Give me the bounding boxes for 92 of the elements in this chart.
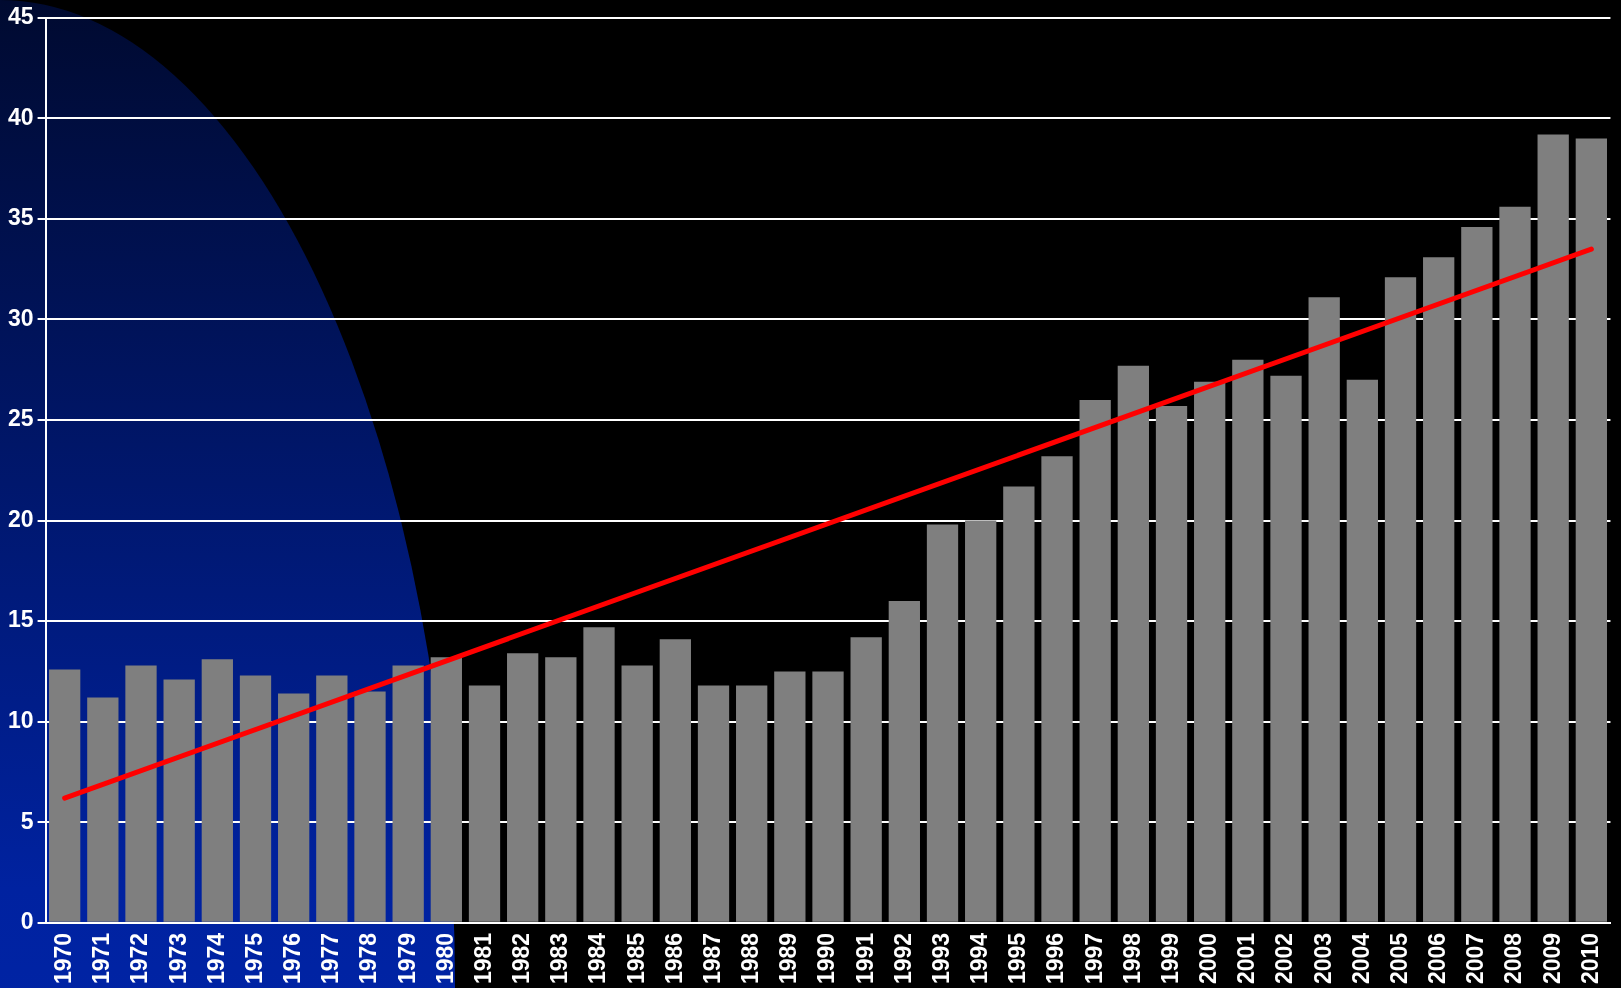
bar <box>49 669 81 922</box>
bar <box>1537 134 1569 922</box>
bar <box>1155 405 1188 922</box>
x-tick-label: 2010 <box>1576 932 1603 985</box>
x-tick-label: 1982 <box>508 932 535 985</box>
x-tick-label: 2008 <box>1500 932 1527 985</box>
x-tick-label: 1992 <box>889 932 916 985</box>
bar <box>316 675 348 922</box>
x-tick-label: 1990 <box>813 932 840 985</box>
bar <box>392 665 424 922</box>
bar <box>125 665 157 922</box>
x-tick-label: 1996 <box>1042 932 1069 985</box>
x-tick-label: 2002 <box>1271 932 1298 985</box>
bar <box>850 637 882 922</box>
bar <box>1346 379 1378 922</box>
bar <box>1308 297 1340 922</box>
x-tick-label: 1984 <box>584 932 611 985</box>
bar <box>697 685 730 922</box>
bar <box>163 679 195 922</box>
x-tick-label: 1976 <box>279 932 306 985</box>
y-tick-label: 35 <box>7 204 34 231</box>
bar <box>888 601 920 922</box>
bar <box>354 691 386 922</box>
x-tick-label: 2007 <box>1462 932 1489 985</box>
y-tick-label: 15 <box>7 606 34 633</box>
bar <box>926 524 959 922</box>
x-tick-label: 1978 <box>355 932 382 985</box>
bar <box>1117 365 1149 922</box>
bar <box>965 520 997 922</box>
bar <box>545 657 577 922</box>
x-tick-label: 1981 <box>469 932 496 985</box>
x-tick-label: 1970 <box>50 932 77 985</box>
bar <box>278 693 310 922</box>
y-tick-label: 10 <box>7 707 34 734</box>
bar <box>468 685 501 922</box>
bar <box>1079 399 1111 922</box>
x-tick-label: 1999 <box>1156 932 1183 985</box>
x-tick-label: 1998 <box>1118 932 1145 985</box>
x-tick-label: 1985 <box>622 932 649 985</box>
y-tick-label: 5 <box>20 807 34 834</box>
bar <box>1499 206 1531 922</box>
x-tick-label: 1983 <box>546 932 573 985</box>
x-tick-label: 1972 <box>126 932 153 985</box>
x-tick-label: 1993 <box>927 932 954 985</box>
bar <box>201 659 233 922</box>
x-tick-label: 1987 <box>698 932 725 985</box>
y-tick-label: 25 <box>7 405 34 432</box>
x-tick-label: 2005 <box>1385 932 1412 985</box>
x-tick-label: 2009 <box>1538 932 1565 985</box>
x-tick-label: 1991 <box>851 932 878 985</box>
bar <box>1041 456 1073 922</box>
x-tick-label: 1974 <box>202 932 229 985</box>
bar <box>774 671 806 922</box>
y-tick-label: 30 <box>7 304 34 331</box>
x-tick-label: 1994 <box>966 932 993 985</box>
bar <box>239 675 272 922</box>
x-tick-label: 2003 <box>1309 932 1336 985</box>
x-tick-label: 1977 <box>317 932 344 985</box>
bar <box>1194 381 1226 922</box>
x-tick-label: 1989 <box>775 932 802 985</box>
y-tick-label: 40 <box>7 103 34 130</box>
bar <box>1232 359 1264 922</box>
y-tick-label: 0 <box>20 908 34 935</box>
x-tick-label: 1997 <box>1080 932 1107 985</box>
bar <box>507 653 539 922</box>
x-tick-label: 1995 <box>1004 932 1031 985</box>
bar <box>1270 375 1302 922</box>
bar <box>621 665 653 922</box>
bar <box>87 697 119 922</box>
x-tick-label: 2006 <box>1424 932 1451 985</box>
bar <box>1384 277 1417 922</box>
x-tick-label: 2000 <box>1195 932 1222 985</box>
x-tick-label: 2001 <box>1233 932 1260 985</box>
x-tick-label: 1971 <box>88 932 115 985</box>
bar <box>659 639 691 922</box>
x-tick-label: 1979 <box>393 932 420 985</box>
x-tick-label: 1988 <box>737 932 764 985</box>
x-tick-label: 1986 <box>660 932 687 985</box>
bar <box>1423 257 1455 922</box>
bar <box>1003 486 1035 922</box>
x-tick-label: 2004 <box>1347 932 1374 985</box>
y-tick-label: 20 <box>7 505 34 532</box>
x-tick-label: 1980 <box>431 932 458 985</box>
bar <box>812 671 844 922</box>
y-tick-label: 45 <box>7 3 34 30</box>
bar <box>736 685 768 922</box>
bar <box>430 657 462 922</box>
bar <box>1461 226 1493 922</box>
bar <box>1575 138 1607 922</box>
x-tick-label: 1975 <box>240 932 267 985</box>
x-tick-label: 1973 <box>164 932 191 985</box>
bar <box>583 627 615 922</box>
